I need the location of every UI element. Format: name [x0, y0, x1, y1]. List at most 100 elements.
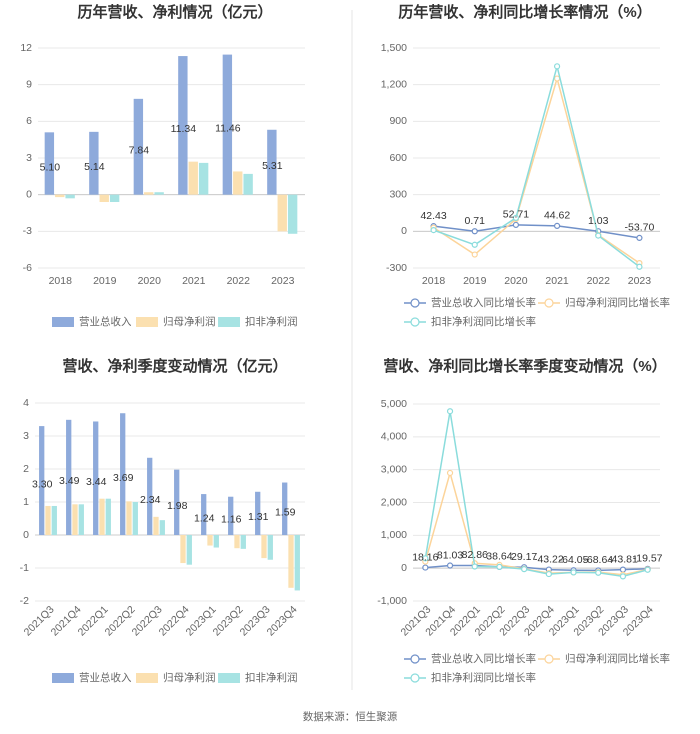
- point: [496, 563, 503, 570]
- bar: [294, 535, 300, 591]
- point: [446, 469, 454, 477]
- legend-swatch: [218, 317, 240, 327]
- source-note: 数据来源：恒生聚源: [303, 710, 398, 723]
- line: [424, 411, 648, 578]
- value-label: 5.31: [262, 160, 283, 172]
- point: [595, 569, 602, 576]
- value-label: 11.46: [215, 122, 241, 134]
- point: [644, 566, 651, 573]
- bar: [133, 98, 144, 195]
- bar: [78, 504, 84, 535]
- value-label: 81.03: [437, 549, 463, 561]
- bar: [222, 54, 233, 195]
- x-tick-label: 2021: [545, 275, 569, 287]
- bar: [109, 194, 120, 202]
- bar: [267, 129, 277, 195]
- y-tick-label: 0: [23, 529, 29, 541]
- legend-label: 归母净利润: [163, 671, 216, 684]
- point: [570, 569, 577, 576]
- bar: [55, 194, 65, 198]
- x-tick-label: 2020: [138, 275, 162, 287]
- value-label: 3.49: [59, 475, 80, 487]
- bar: [39, 426, 45, 535]
- bar: [66, 419, 72, 535]
- y-tick-label: 0: [401, 562, 407, 574]
- x-tick-label: 2018: [49, 275, 73, 287]
- value-label: -43.22: [534, 553, 564, 565]
- point: [471, 241, 478, 248]
- value-label: 3.44: [86, 476, 107, 488]
- legend-swatch: [544, 654, 554, 664]
- y-tick-label: 9: [26, 78, 32, 90]
- y-tick-label: 4: [23, 397, 29, 409]
- value-label: 29.17: [511, 551, 537, 563]
- point: [521, 566, 528, 573]
- bar: [240, 535, 246, 549]
- x-tick-label: 2019: [93, 275, 117, 287]
- y-tick-label: 4,000: [381, 431, 407, 443]
- point: [619, 573, 627, 580]
- legend-swatch: [410, 654, 420, 664]
- value-label: 1.59: [275, 507, 296, 519]
- point: [636, 263, 643, 270]
- bar: [178, 56, 188, 195]
- value-label: 5.10: [40, 161, 61, 173]
- line: [433, 66, 640, 268]
- bar: [267, 535, 273, 560]
- point: [446, 562, 454, 569]
- legend-label: 营业总收入同比增长率: [431, 652, 536, 665]
- legend-label: 归母净利润同比增长率: [565, 652, 670, 665]
- value-label: 7.84: [129, 145, 150, 157]
- y-tick-label: 1,500: [381, 42, 407, 54]
- bar: [228, 496, 234, 535]
- y-tick-label: 600: [389, 152, 407, 164]
- value-label: -53.70: [625, 222, 655, 234]
- point: [553, 75, 561, 82]
- legend-swatch: [218, 673, 240, 683]
- bar: [287, 194, 298, 234]
- value-label: -68.64: [583, 554, 613, 566]
- chart-title: 营收、净利同比增长率季度变动情况（%）: [383, 357, 666, 375]
- point: [430, 227, 437, 234]
- bar: [99, 194, 109, 202]
- y-tick-label: 300: [389, 188, 407, 200]
- value-label: 2.34: [140, 494, 161, 506]
- point: [553, 222, 561, 229]
- value-label: 82.86: [462, 549, 488, 561]
- point: [446, 408, 454, 415]
- y-tick-label: 5,000: [381, 398, 407, 410]
- bar: [213, 535, 219, 548]
- value-label: -19.57: [633, 553, 663, 565]
- point: [595, 232, 602, 239]
- point: [471, 228, 478, 235]
- value-label: 1.24: [194, 512, 215, 524]
- legend-swatch: [410, 673, 420, 683]
- bar: [89, 131, 99, 195]
- bar: [147, 457, 153, 535]
- y-tick-label: -300: [386, 262, 407, 274]
- bar: [132, 502, 138, 535]
- legend-label: 扣非净利润同比增长率: [431, 671, 536, 684]
- bar: [44, 132, 55, 195]
- y-tick-label: 1: [23, 496, 29, 508]
- legend-label: 营业总收入: [79, 315, 132, 328]
- y-tick-label: 3: [23, 430, 29, 442]
- legend-swatch: [136, 673, 158, 683]
- value-label: 3.30: [32, 478, 53, 490]
- bar: [198, 162, 209, 195]
- y-tick-label: 3: [26, 152, 32, 164]
- legend-label: 扣非净利润: [245, 315, 298, 328]
- legend-label: 归母净利润: [163, 315, 216, 328]
- line: [433, 224, 640, 239]
- chart-title: 营收、净利季度变动情况（亿元）: [62, 357, 287, 375]
- bar: [154, 192, 164, 195]
- value-label: -43.81: [608, 553, 638, 565]
- value-label: -64.05: [559, 554, 589, 566]
- bar: [65, 194, 75, 199]
- x-tick-label: 2022: [587, 275, 611, 287]
- bar: [99, 498, 105, 535]
- value-label: 0.71: [465, 215, 486, 227]
- bar: [120, 413, 126, 535]
- value-label: 38.64: [486, 551, 512, 563]
